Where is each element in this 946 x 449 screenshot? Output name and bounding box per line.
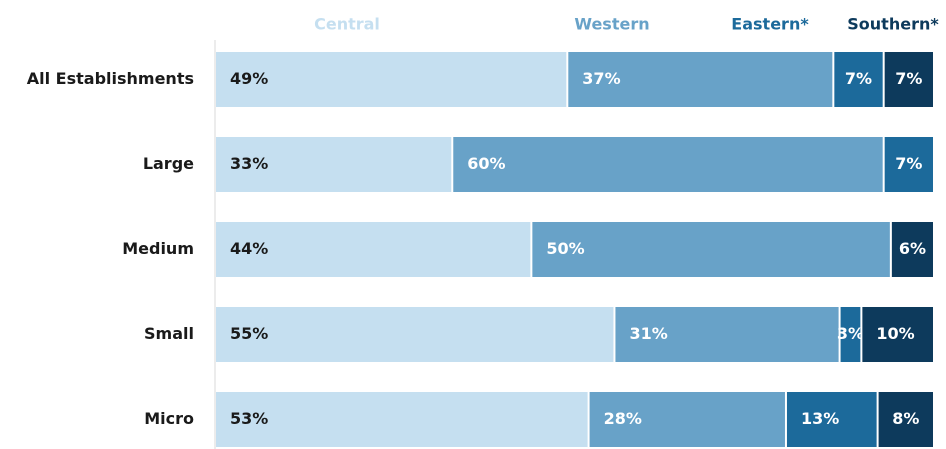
value-label: 7% bbox=[845, 69, 872, 88]
value-label: 50% bbox=[546, 239, 584, 258]
value-label: 33% bbox=[230, 154, 268, 173]
value-label: 13% bbox=[801, 409, 839, 428]
bar-segment bbox=[884, 52, 933, 107]
value-label: 7% bbox=[895, 69, 922, 88]
value-label: 55% bbox=[230, 324, 268, 343]
value-label: 49% bbox=[230, 69, 268, 88]
bar-segment bbox=[878, 392, 933, 447]
value-label: 44% bbox=[230, 239, 268, 258]
bar-segment bbox=[786, 392, 877, 447]
bar-segment bbox=[568, 52, 833, 107]
bar-segment bbox=[216, 52, 567, 107]
legend-label: Southern* bbox=[847, 15, 939, 34]
value-label: 28% bbox=[604, 409, 642, 428]
bar-segment bbox=[840, 307, 861, 362]
category-label: Large bbox=[143, 154, 194, 173]
bar-segment bbox=[834, 52, 883, 107]
bar-segment bbox=[216, 222, 531, 277]
bar-segment bbox=[884, 137, 933, 192]
bar-segment bbox=[216, 307, 614, 362]
category-label: Medium bbox=[122, 239, 194, 258]
value-label: 7% bbox=[895, 154, 922, 173]
legend-label: Eastern* bbox=[731, 15, 809, 34]
category-label: All Establishments bbox=[27, 69, 194, 88]
bar-segment bbox=[862, 307, 933, 362]
value-label: 8% bbox=[892, 409, 919, 428]
bar-segment bbox=[589, 392, 785, 447]
value-label: 31% bbox=[629, 324, 667, 343]
value-label: 6% bbox=[899, 239, 926, 258]
category-label: Micro bbox=[144, 409, 194, 428]
bar-segment bbox=[216, 392, 588, 447]
value-label: 60% bbox=[467, 154, 505, 173]
value-label: 37% bbox=[582, 69, 620, 88]
bar-segment bbox=[453, 137, 883, 192]
category-label: Small bbox=[144, 324, 194, 343]
value-label: 53% bbox=[230, 409, 268, 428]
value-label: 3% bbox=[837, 324, 864, 343]
value-label: 10% bbox=[876, 324, 914, 343]
legend-label: Central bbox=[314, 15, 380, 34]
legend-label: Western bbox=[574, 15, 649, 34]
bar-segment bbox=[615, 307, 839, 362]
bar-segment bbox=[891, 222, 933, 277]
bar-segment bbox=[216, 137, 452, 192]
bar-segment bbox=[532, 222, 890, 277]
